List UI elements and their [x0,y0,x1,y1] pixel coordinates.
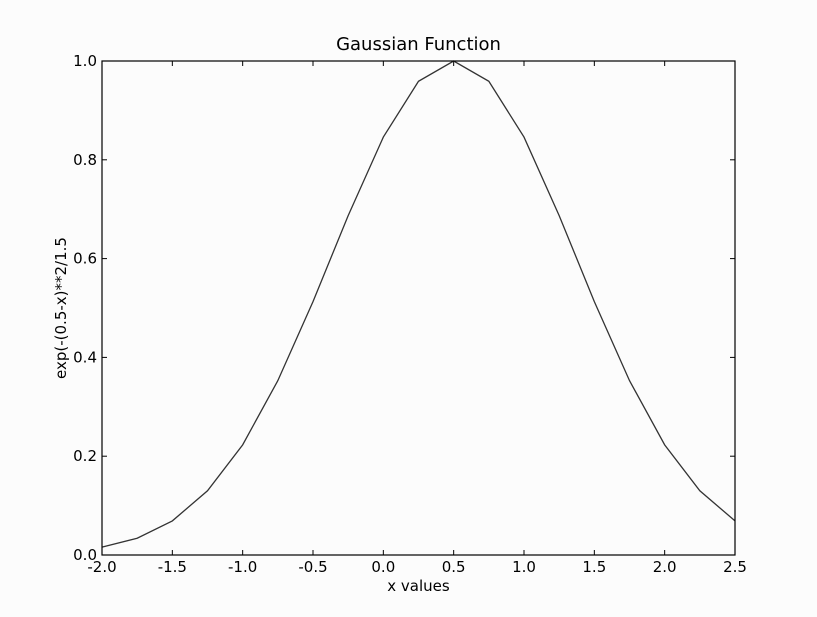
x-tick-label: -0.5 [298,558,327,576]
plot-area [102,61,735,555]
x-tick-label: 0.5 [442,558,466,576]
y-tick-label: 1.0 [73,52,97,70]
ticks-group: -2.0 -1.5 -1.0 -0.5 0.0 0.5 1.0 1.5 2.0 2.5 0.0 0.2… [73,52,747,576]
x-tick-label: -1.0 [228,558,257,576]
y-tick-label: 0.2 [73,447,97,465]
x-tick-label: 2.5 [723,558,747,576]
chart-title: Gaussian Function [336,34,501,55]
x-tick-label: -2.0 [87,558,116,576]
x-tick-label: 2.0 [653,558,677,576]
y-tick-label: 0.0 [73,546,97,564]
x-tick-label: 1.0 [512,558,536,576]
plot-frame [101,60,736,556]
y-tick-label: 0.6 [73,250,97,268]
x-axis-title: x values [387,577,450,595]
y-tick-label: 0.4 [73,348,97,366]
x-tick-label: 0.0 [371,558,395,576]
x-tick-label: 1.5 [582,558,606,576]
y-tick-label: 0.8 [73,151,97,169]
y-axis-title: exp(-(0.5-x)**2/1.5 [52,237,70,379]
series-line [101,60,736,548]
x-tick-label: -1.5 [158,558,187,576]
